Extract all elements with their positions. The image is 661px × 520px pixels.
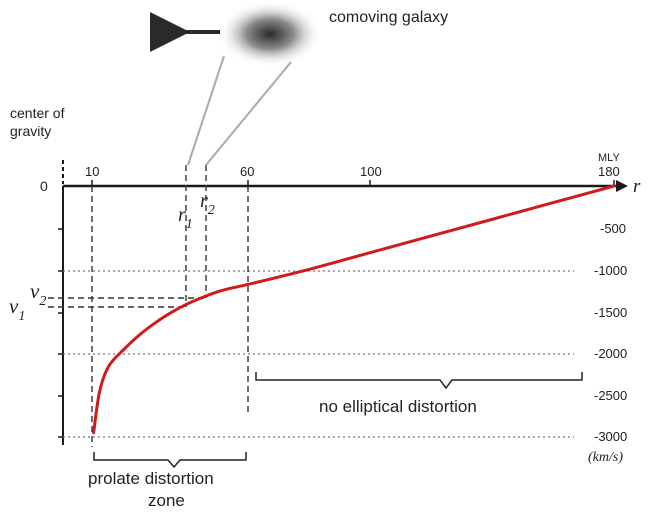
r1-symbol: r <box>178 204 186 226</box>
v2-label: ν2 <box>30 279 46 309</box>
y-axis-ticks <box>58 228 63 438</box>
y-tick-label: -3000 <box>594 429 627 444</box>
r2-label: r2 <box>200 190 215 218</box>
region-prolate-line1: prolate distortion <box>88 469 214 488</box>
y-tick-label: -1500 <box>594 305 627 320</box>
view-line-left <box>187 55 225 166</box>
center-label-line2: gravity <box>10 123 51 139</box>
x-tick-label-100: 100 <box>360 164 382 179</box>
v1-symbol: ν <box>9 294 19 318</box>
v2-symbol: ν <box>30 279 40 303</box>
galaxy-label: comoving galaxy <box>329 9 448 26</box>
galaxy-blob <box>218 1 322 67</box>
r1-subscript: 1 <box>186 217 193 232</box>
y-tick-label: -1000 <box>594 263 627 278</box>
y-tick-label: -2000 <box>594 346 627 361</box>
y-tick-label: -2500 <box>594 388 627 403</box>
x-unit-label: MLY <box>598 152 620 164</box>
horizontal-guides <box>48 297 206 308</box>
x-tick-label-60: 60 <box>240 164 254 179</box>
v2-subscript: 2 <box>39 294 46 309</box>
r2-subscript: 2 <box>208 203 215 218</box>
region-no-distortion: no elliptical distortion <box>319 397 477 416</box>
x-axis-arrowhead <box>616 180 628 192</box>
velocity-curve-layer <box>92 184 616 435</box>
y-unit-label: (km/s) <box>588 450 623 465</box>
x-axis-symbol: r <box>633 176 641 197</box>
view-line-right <box>205 61 292 166</box>
prolate-bracket <box>93 452 247 469</box>
v1-label: ν1 <box>9 294 25 324</box>
x-axis-ticks <box>91 180 615 186</box>
r2-symbol: r <box>200 190 208 212</box>
origin-label: 0 <box>40 178 48 194</box>
x-tick-label-10: 10 <box>85 164 99 179</box>
center-label-line1: center of <box>10 105 65 121</box>
velocity-curve <box>92 184 616 435</box>
r1-label: r1 <box>178 204 193 232</box>
region-prolate-line2: zone <box>148 491 185 510</box>
x-tick-label-180: 180 <box>598 164 620 179</box>
reference-lines <box>63 270 574 438</box>
v1-subscript: 1 <box>18 309 25 324</box>
no-distortion-bracket <box>255 372 583 390</box>
vertical-guides <box>91 165 249 447</box>
y-tick-label: -500 <box>600 221 626 236</box>
